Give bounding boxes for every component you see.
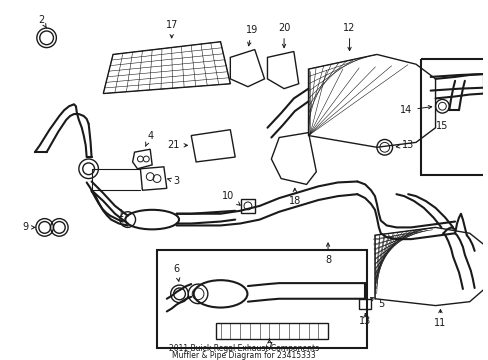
Text: 13: 13	[395, 140, 413, 150]
Text: 16: 16	[0, 359, 1, 360]
Text: 1: 1	[118, 209, 123, 219]
Text: 19: 19	[245, 25, 258, 46]
Bar	[157, 250, 366, 348]
Bar	[359, 299, 370, 309]
Text: 10: 10	[222, 191, 240, 205]
Bar	[241, 199, 254, 213]
Text: 11: 11	[433, 310, 446, 328]
Text: 2: 2	[39, 15, 46, 28]
Text: 21: 21	[167, 140, 187, 150]
Text: 18: 18	[288, 188, 300, 206]
Text: 3: 3	[167, 176, 179, 186]
Text: 6: 6	[173, 265, 180, 281]
Text: 7: 7	[266, 339, 272, 352]
Text: 8: 8	[325, 243, 330, 265]
Text: 14: 14	[399, 105, 431, 115]
Text: Muffler & Pipe Diagram for 23415333: Muffler & Pipe Diagram for 23415333	[172, 351, 315, 360]
Text: 5: 5	[370, 298, 384, 309]
Text: 9: 9	[22, 222, 35, 233]
Text: 12: 12	[343, 23, 355, 50]
Text: 4: 4	[145, 131, 153, 146]
Text: 15: 15	[435, 121, 447, 131]
Bar	[420, 59, 488, 175]
Text: 2011 Buick Regal Exhaust Components: 2011 Buick Regal Exhaust Components	[168, 344, 319, 353]
Text: 17: 17	[165, 20, 178, 38]
Text: 13: 13	[358, 314, 370, 326]
Text: 20: 20	[277, 23, 290, 48]
Bar	[215, 323, 327, 339]
